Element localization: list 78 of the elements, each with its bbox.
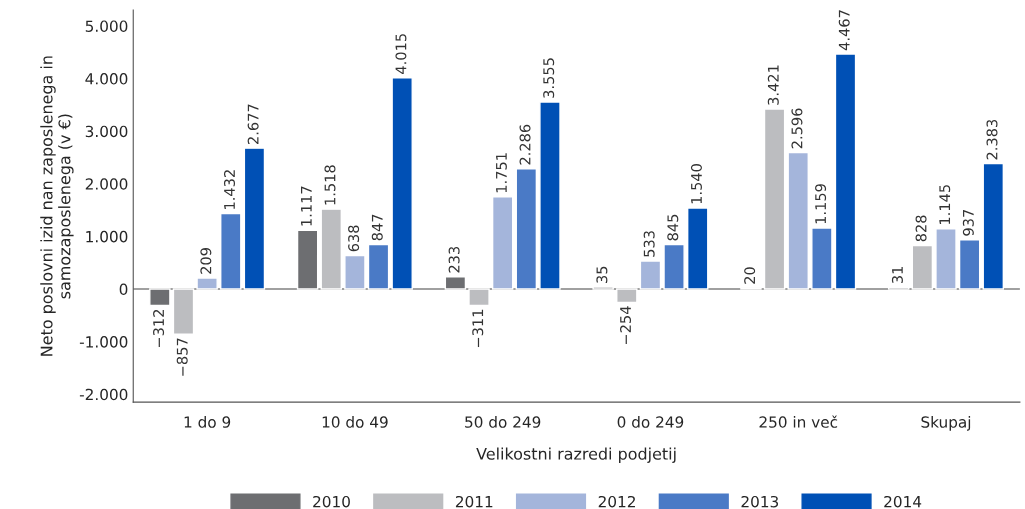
legend-label: 2014 xyxy=(884,495,922,508)
bar xyxy=(220,212,242,290)
data-label: −312 xyxy=(153,310,165,348)
data-label: 1.432 xyxy=(223,170,236,209)
bar xyxy=(243,147,266,290)
data-label: 4.015 xyxy=(395,34,407,74)
bar xyxy=(787,151,809,290)
data-label: 233 xyxy=(448,246,460,273)
data-label: 35 xyxy=(596,266,608,283)
bar xyxy=(149,288,171,307)
bar xyxy=(444,276,467,290)
data-label: 209 xyxy=(200,248,212,274)
bar xyxy=(834,53,857,290)
bar xyxy=(539,101,561,290)
y-tick-label: 0 xyxy=(119,283,128,296)
bar xyxy=(296,229,319,290)
bar xyxy=(196,277,218,290)
x-tick-label: 1 do 9 xyxy=(184,416,231,428)
bar xyxy=(982,162,1005,290)
bar xyxy=(367,243,390,290)
x-tick-label: 250 in več xyxy=(759,415,838,428)
data-label: 31 xyxy=(891,267,903,284)
legend-label: 2011 xyxy=(455,495,493,508)
y-axis-title: Neto poslovni izid nan zaposlenega in samozaposlenega (v €) xyxy=(40,56,74,356)
data-label: 2.677 xyxy=(247,104,259,144)
x-tick-label: Skupaj xyxy=(921,416,971,431)
bar xyxy=(491,196,514,290)
data-label: −311 xyxy=(472,309,484,348)
x-tick-label: 0 do 249 xyxy=(617,416,684,428)
data-label: 1.117 xyxy=(301,186,312,226)
y-tick-label: 2.000 xyxy=(85,178,128,190)
y-tick-label: 5.000 xyxy=(85,20,128,32)
data-label: 20 xyxy=(744,267,756,284)
y-tick-label: -2.000 xyxy=(79,388,128,401)
data-label: 1.751 xyxy=(496,153,507,193)
legend-label: 2012 xyxy=(598,495,635,508)
data-label: 533 xyxy=(643,231,655,257)
y-tick-label: 1.000 xyxy=(86,230,128,243)
data-label: 4.467 xyxy=(838,10,850,51)
data-label: 1.159 xyxy=(815,184,827,224)
data-label: 1.540 xyxy=(690,164,702,204)
bar xyxy=(958,239,981,290)
bar xyxy=(172,288,195,335)
data-label: 2.596 xyxy=(791,108,803,149)
bar xyxy=(468,288,490,307)
data-label: −857 xyxy=(176,338,188,376)
y-tick-label: 4.000 xyxy=(85,73,128,85)
data-label: 1.518 xyxy=(324,165,336,205)
legend-label: 2013 xyxy=(741,495,779,508)
bar xyxy=(663,243,685,290)
bar xyxy=(344,254,366,290)
bar xyxy=(911,244,934,290)
bar xyxy=(515,168,538,290)
data-label: 3.555 xyxy=(543,58,555,98)
data-label: 2.286 xyxy=(519,124,531,165)
data-label: 3.421 xyxy=(767,65,779,105)
data-label: 937 xyxy=(962,209,974,236)
x-axis-title: Velikostni razredi podjetij xyxy=(476,447,676,463)
bar xyxy=(935,228,957,290)
legend-label: 2010 xyxy=(313,495,350,508)
y-tick-label: -1.000 xyxy=(79,336,128,348)
y-tick-label: 3.000 xyxy=(85,125,128,138)
data-label: 1.145 xyxy=(939,185,951,225)
x-tick-label: 10 do 49 xyxy=(322,416,388,428)
bar xyxy=(616,288,638,304)
data-label: 638 xyxy=(348,225,360,252)
bar xyxy=(763,108,786,290)
data-label: −254 xyxy=(620,306,632,345)
bar xyxy=(639,260,662,290)
bar xyxy=(811,227,833,290)
x-tick-label: 50 do 249 xyxy=(465,416,541,428)
bar xyxy=(320,208,343,290)
data-label: 847 xyxy=(371,214,383,241)
bar xyxy=(391,77,413,290)
data-label: 2.383 xyxy=(986,119,998,160)
bar xyxy=(686,207,709,290)
data-label: 828 xyxy=(915,215,927,242)
data-label: 845 xyxy=(667,214,679,241)
